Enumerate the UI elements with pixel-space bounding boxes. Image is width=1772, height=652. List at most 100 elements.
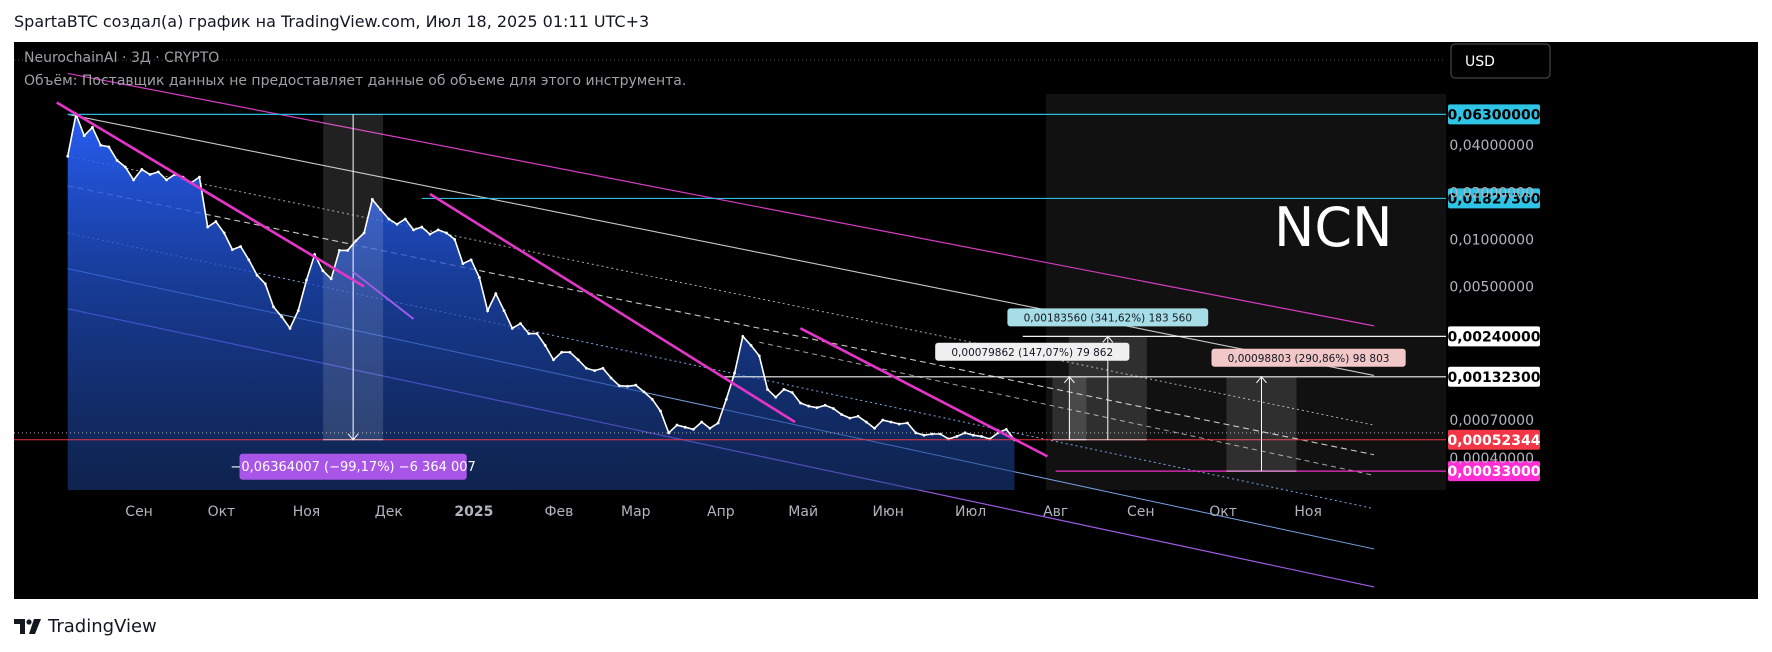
chart-frame[interactable]: 0,06300000 0,01827300 0,00240000 0,00132300… <box>14 42 1758 599</box>
price-point <box>115 158 119 162</box>
price-point <box>412 228 415 232</box>
price-point <box>107 145 111 149</box>
y-tick-label: 0,01000000 <box>1449 232 1534 248</box>
price-point <box>354 239 358 243</box>
price-point <box>469 258 473 262</box>
usd-button-label[interactable]: USD <box>1465 54 1495 70</box>
resistance-trendline[interactable] <box>799 327 1049 458</box>
price-point <box>206 225 210 229</box>
price-point <box>626 384 629 388</box>
price-point <box>198 175 201 179</box>
price-point <box>823 403 827 407</box>
measure-arrow-head <box>1063 376 1075 384</box>
price-level-label: 0,00052344 <box>1448 433 1541 449</box>
measure-arrow-head <box>1102 335 1114 343</box>
price-level-badge <box>1448 326 1540 347</box>
price-point <box>939 432 942 436</box>
price-point <box>971 433 975 437</box>
price-point <box>831 407 835 410</box>
price-point <box>346 249 350 252</box>
x-tick-label: Апр <box>707 504 735 520</box>
price-level-badge <box>1448 429 1540 450</box>
price-point <box>461 262 465 266</box>
price-point <box>91 125 94 129</box>
tradingview-logo-icon <box>14 618 41 634</box>
y-tick-label: 0,00040000 <box>1449 451 1534 467</box>
price-point <box>132 178 135 182</box>
footer-brand-label: TradingView <box>48 616 157 637</box>
price-point <box>395 222 399 226</box>
price-level-label: 0,01827300 <box>1448 191 1541 207</box>
resistance-trendline[interactable] <box>56 101 365 288</box>
y-tick-label: 0,04000000 <box>1449 138 1534 154</box>
x-tick-label: Сен <box>125 504 153 520</box>
price-point <box>66 154 70 158</box>
resistance-trendline[interactable] <box>429 192 796 424</box>
price-point <box>584 366 588 370</box>
price-chart[interactable]: 0,06300000 0,01827300 0,00240000 0,00132300… <box>14 42 1758 599</box>
measure-label: 0,00079862 (147,07%) 79 862 <box>951 347 1113 359</box>
price-point <box>321 269 325 273</box>
measure-label-bg <box>239 453 467 480</box>
price-point <box>568 350 572 354</box>
price-point <box>856 414 860 418</box>
price-level-badge <box>1448 188 1540 209</box>
footer-brand[interactable]: TradingView <box>14 616 157 637</box>
price-point <box>692 428 695 431</box>
price-point <box>659 409 662 413</box>
measure-label: 0,00183560 (341,62%) 183 560 <box>1024 312 1192 324</box>
price-point <box>428 232 432 236</box>
price-point <box>362 231 366 235</box>
price-point <box>609 376 613 380</box>
x-tick-label: Окт <box>1209 504 1237 520</box>
price-point <box>502 309 506 313</box>
price-point <box>148 173 152 176</box>
price-point <box>272 305 275 309</box>
price-point <box>897 422 901 426</box>
volume-note: Объём: Поставщик данных не предоставляет… <box>24 73 686 89</box>
channel-blue-low <box>67 268 1375 550</box>
x-tick-label: Мар <box>621 504 651 520</box>
price-point <box>156 170 160 174</box>
channel-white-mid <box>67 185 1375 456</box>
price-point <box>873 426 876 430</box>
ncn-watermark: NCN <box>1274 196 1393 259</box>
price-point <box>379 208 382 212</box>
x-axis: Сен Окт Ноя Дек 2025 Фев Мар Апр Май Июн Июл Авг Сен… <box>125 504 1322 520</box>
price-point <box>82 134 86 138</box>
price-point <box>963 431 967 435</box>
trendlines-layer <box>56 101 1049 458</box>
price-point <box>239 245 243 248</box>
price-point <box>576 358 580 362</box>
price-point <box>403 217 407 221</box>
price-point <box>683 425 687 429</box>
price-point <box>477 276 481 279</box>
x-tick-label: Сен <box>1127 504 1155 520</box>
price-level-badge <box>1448 461 1540 482</box>
price-point <box>716 421 720 425</box>
x-tick-label: 2025 <box>454 504 493 520</box>
price-point <box>453 237 457 241</box>
symbol-line: NeurochainAI · 3Д · CRYPTO <box>24 50 219 66</box>
usd-button[interactable]: USD <box>1450 43 1551 79</box>
price-point <box>255 273 259 277</box>
price-level-label: 0,06300000 <box>1448 107 1541 123</box>
x-tick-label: Май <box>788 504 818 520</box>
price-point <box>733 371 736 375</box>
price-point <box>1004 428 1008 431</box>
price-point <box>527 332 531 335</box>
x-tick-label: Ноя <box>293 504 321 520</box>
price-point <box>510 326 514 330</box>
price-point <box>724 397 728 401</box>
price-levels-layer: 0,06300000 0,01827300 0,00240000 0,00132300… <box>14 104 1541 482</box>
price-point <box>165 178 168 182</box>
future-zone-bg <box>1046 94 1446 490</box>
price-point <box>848 416 852 420</box>
y-axis: 0,04000000 0,02000000 0,01000000 0,00500000… <box>1449 138 1534 467</box>
price-point <box>140 168 144 171</box>
x-tick-label: Окт <box>208 504 236 520</box>
price-point <box>667 431 671 435</box>
purple-extension-line <box>352 271 415 320</box>
price-point <box>782 387 786 391</box>
price-level-label: 0,00132300 <box>1448 370 1541 386</box>
